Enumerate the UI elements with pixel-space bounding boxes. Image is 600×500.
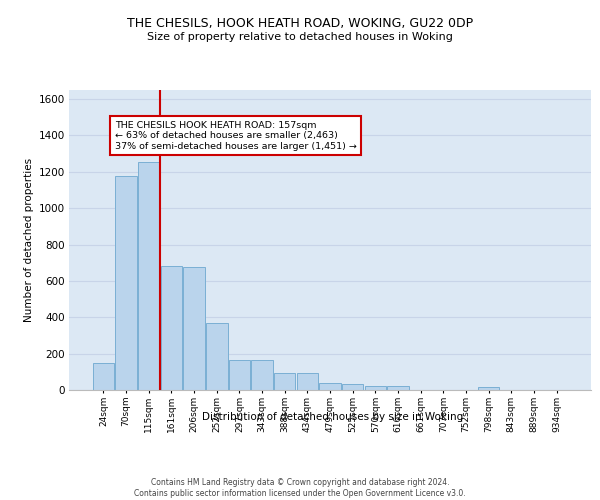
Text: THE CHESILS, HOOK HEATH ROAD, WOKING, GU22 0DP: THE CHESILS, HOOK HEATH ROAD, WOKING, GU…	[127, 18, 473, 30]
Bar	[342, 384, 364, 390]
Text: Distribution of detached houses by size in Woking: Distribution of detached houses by size …	[202, 412, 464, 422]
Bar	[115, 176, 137, 390]
Bar	[93, 362, 114, 390]
Bar	[184, 268, 205, 390]
Bar	[206, 322, 227, 390]
Bar	[478, 388, 499, 390]
Bar	[274, 372, 295, 390]
Bar	[319, 382, 341, 390]
Bar	[229, 360, 250, 390]
Y-axis label: Number of detached properties: Number of detached properties	[25, 158, 34, 322]
Bar	[251, 360, 273, 390]
Bar	[387, 386, 409, 390]
Text: THE CHESILS HOOK HEATH ROAD: 157sqm
← 63% of detached houses are smaller (2,463): THE CHESILS HOOK HEATH ROAD: 157sqm ← 63…	[115, 121, 356, 150]
Bar	[138, 162, 160, 390]
Bar	[365, 386, 386, 390]
Bar	[161, 266, 182, 390]
Bar	[296, 372, 318, 390]
Text: Size of property relative to detached houses in Woking: Size of property relative to detached ho…	[147, 32, 453, 42]
Text: Contains HM Land Registry data © Crown copyright and database right 2024.
Contai: Contains HM Land Registry data © Crown c…	[134, 478, 466, 498]
